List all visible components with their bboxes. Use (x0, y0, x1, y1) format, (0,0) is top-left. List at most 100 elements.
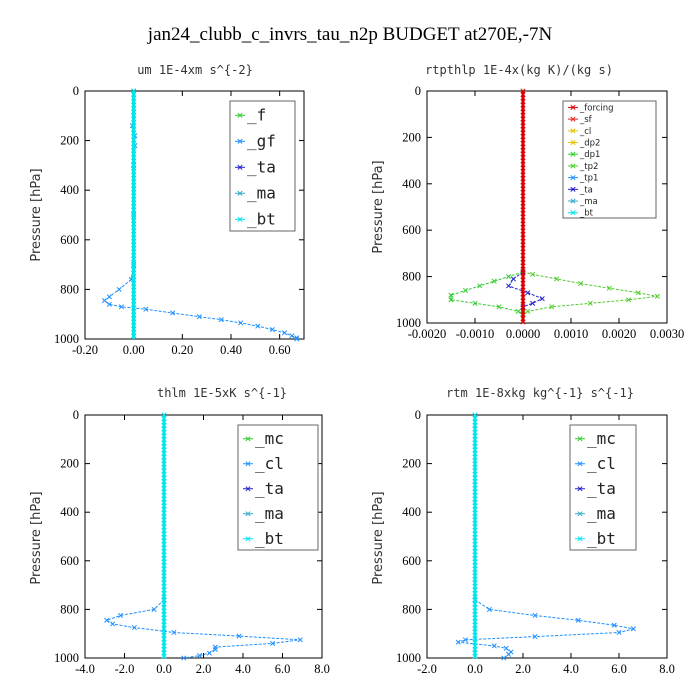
legend-marker (577, 486, 583, 492)
x-tick-label: 0.20 (171, 343, 193, 357)
series-marker (630, 626, 636, 632)
panel-rtm: rtm 1E-8xkg kg^{-1} s^{-1} Pressure [hPa… (371, 386, 675, 676)
panel-title-rtpthlp: rtpthlp 1E-4x(kg K)/(kg s) (425, 63, 613, 77)
panel-rtpthlp: rtpthlp 1E-4x(kg K)/(kg s) Pressure [hPa… (371, 63, 684, 341)
series-marker (654, 293, 660, 299)
series-line (522, 271, 658, 315)
series-marker (101, 298, 108, 304)
legend-marker (570, 128, 576, 134)
legend-entry: _cl (575, 454, 616, 473)
legend-marker (237, 138, 243, 144)
series-marker (491, 643, 497, 649)
legend-marker (245, 436, 251, 442)
series-bt (131, 88, 137, 339)
legend-entry: _mc (243, 429, 284, 448)
series-marker (587, 300, 593, 306)
x-tick-label: 4.0 (563, 662, 579, 676)
series-marker (549, 304, 555, 310)
series-tp2 (520, 269, 660, 317)
series-marker (491, 278, 497, 284)
legend-marker (577, 436, 583, 442)
x-tick-label: 0.40 (220, 343, 242, 357)
series-marker (238, 320, 244, 326)
legend-entry: _cl (568, 127, 591, 137)
legend-entry: _ma (235, 183, 276, 202)
series-bt (161, 412, 167, 660)
series-marker (472, 653, 478, 660)
series-marker (281, 330, 288, 336)
y-tick-label: 400 (60, 505, 79, 519)
legend-marker (245, 461, 251, 467)
series-marker (294, 335, 300, 341)
x-tick-label: -2.0 (417, 662, 437, 676)
x-tick-label: 0.60 (269, 343, 291, 357)
series-marker (171, 629, 177, 636)
legend-marker (577, 461, 583, 467)
legend-label: _mc (587, 429, 616, 448)
x-tick-label: -0.0020 (408, 327, 447, 341)
x-tick-label: 0.0030 (650, 327, 684, 341)
series-marker (297, 637, 303, 643)
series-marker (151, 606, 157, 612)
legend-label: _ta (247, 157, 276, 176)
y-axis-label-um: Pressure [hPa] (29, 168, 44, 261)
series-marker (506, 283, 512, 289)
legend-marker (570, 210, 576, 216)
y-tick-label: 800 (60, 282, 79, 296)
legend-label: _ta (579, 185, 593, 195)
x-tick-label: 2.0 (196, 662, 212, 676)
series-bt (472, 412, 478, 660)
y-tick-label: 600 (60, 554, 79, 568)
x-tick-label: 0.0000 (506, 327, 540, 341)
series-marker (520, 319, 526, 325)
series-marker (117, 612, 124, 619)
series-marker (575, 617, 581, 623)
y-tick-label: 1000 (54, 651, 79, 665)
x-tick-label: 8.0 (659, 662, 675, 676)
legend: _mc _cl _ta _ma _bt (237, 424, 319, 551)
legend-label: _cl (579, 127, 591, 137)
y-tick-label: 200 (402, 457, 421, 471)
legend-label: _ma (255, 504, 284, 523)
series-marker (269, 327, 275, 333)
legend-entry: _ma (575, 504, 616, 523)
legend-entry: _forcing (568, 103, 614, 113)
series-marker (539, 296, 545, 302)
legend-marker (245, 536, 251, 542)
series-marker (503, 645, 509, 651)
y-tick-label: 1000 (396, 316, 421, 330)
panel-title-rtm: rtm 1E-8xkg kg^{-1} s^{-1} (446, 386, 634, 400)
legend-entry: _ta (575, 479, 616, 498)
legend-marker (237, 216, 243, 222)
series-marker (532, 634, 538, 640)
legend-label: _bt (255, 529, 284, 548)
series-marker (161, 653, 167, 660)
legend-marker (577, 536, 583, 542)
x-tick-label: 8.0 (314, 662, 330, 676)
series-marker (530, 271, 536, 277)
legend-entry: _gf (235, 131, 276, 150)
legend-entry: _bt (568, 209, 594, 219)
series-marker (525, 290, 531, 296)
legend-label: _tp2 (579, 162, 598, 172)
y-tick-label: 0 (415, 408, 421, 422)
series-marker (525, 308, 531, 314)
series-marker (578, 281, 584, 287)
series-marker (530, 300, 536, 306)
panel-thlm: thlm 1E-5xK s^{-1} Pressure [hPa] -4.0 -2… (29, 386, 330, 676)
legend-label: _forcing (579, 103, 614, 113)
legend-marker (245, 486, 251, 492)
plot-frame (84, 90, 305, 340)
plot-area-thlm: -4.0 -2.0 0.0 2.0 4.0 6.0 8.0 0 200 400 600 800 1000… (54, 408, 330, 676)
legend-label: _sf (579, 115, 593, 125)
legend-entry: _mc (575, 429, 616, 448)
y-tick-label: 600 (402, 554, 421, 568)
legend-marker (237, 190, 243, 196)
legend-label: _bt (247, 209, 276, 228)
legend-label: _bt (579, 209, 594, 219)
series-marker (606, 285, 612, 291)
legend-label: _ta (587, 479, 616, 498)
series-line (458, 599, 634, 659)
legend-label: _bt (587, 529, 616, 548)
